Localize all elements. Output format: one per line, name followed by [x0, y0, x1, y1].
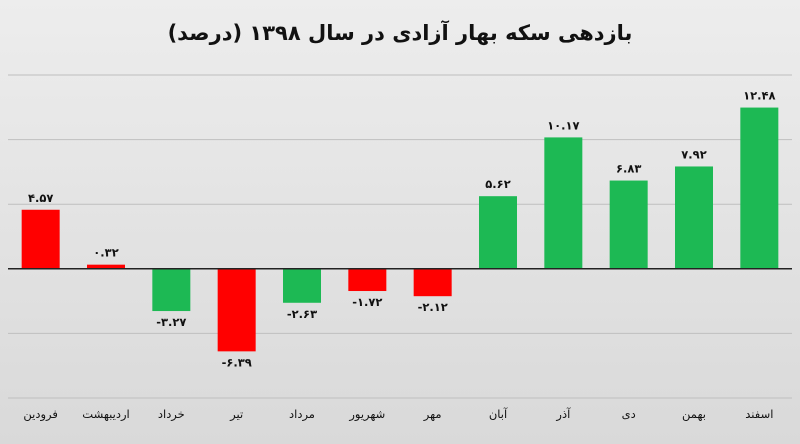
x-tick-label-2: اردیبهشت: [82, 407, 129, 422]
data-label-10: ۶.۸۳: [616, 162, 641, 176]
x-tick-label-8: آبان: [489, 407, 508, 421]
bars: [21, 107, 779, 352]
bar-2: [87, 264, 125, 269]
bar-7: [413, 268, 452, 297]
data-label-12: ۱۲.۴۸: [743, 89, 775, 103]
data-labels: ۴.۵۷ ۰.۳۲ -۳.۲۷ -۶.۳۹ -۲.۶۳ -۱.۷۲ -۲.۱۲ ۵.۶۲ ۱۰.…: [28, 89, 776, 370]
data-label-5: -۲.۶۳: [287, 307, 317, 321]
x-tick-label-11: بهمن: [682, 407, 706, 422]
data-label-1: ۴.۵۷: [28, 191, 53, 205]
bar-5: [283, 268, 321, 303]
bar-9: [544, 137, 583, 269]
bar-8: [479, 196, 517, 269]
bar-10: [609, 180, 648, 269]
bar-4: [217, 268, 256, 352]
chart-title: بازدهی سکه بهار آزادی در سال ۱۳۹۸ (درصد): [168, 20, 633, 45]
bar-11: [675, 166, 713, 269]
data-label-8: ۵.۶۲: [485, 177, 510, 191]
x-tick-label-12: اسفند: [745, 407, 773, 421]
bar-1: [21, 209, 60, 269]
data-label-2: ۰.۳۲: [93, 246, 118, 260]
data-label-7: -۲.۱۲: [418, 300, 448, 314]
x-axis-labels: فرودین اردیبهشت خرداد تیر مرداد شهریور مهر آبان…: [23, 407, 773, 422]
x-tick-label-4: تیر: [229, 407, 243, 422]
x-tick-label-10: دی: [622, 407, 636, 421]
data-label-11: ۷.۹۲: [681, 147, 706, 161]
x-tick-label-1: فرودین: [23, 407, 57, 422]
data-label-9: ۱۰.۱۷: [547, 118, 579, 132]
gridlines: [8, 74, 792, 399]
bar-12: [740, 107, 779, 269]
bar-6: [348, 268, 387, 292]
x-tick-label-7: مهر: [423, 407, 442, 422]
data-label-6: -۱.۷۲: [352, 295, 382, 309]
data-label-3: -۳.۲۷: [156, 315, 186, 329]
x-tick-label-5: مرداد: [289, 407, 315, 422]
x-tick-label-9: آذر: [555, 407, 571, 422]
x-tick-label-3: خرداد: [158, 407, 185, 422]
x-tick-label-6: شهریور: [348, 407, 385, 422]
bar-3: [152, 268, 191, 312]
data-label-4: -۶.۳۹: [222, 355, 252, 369]
